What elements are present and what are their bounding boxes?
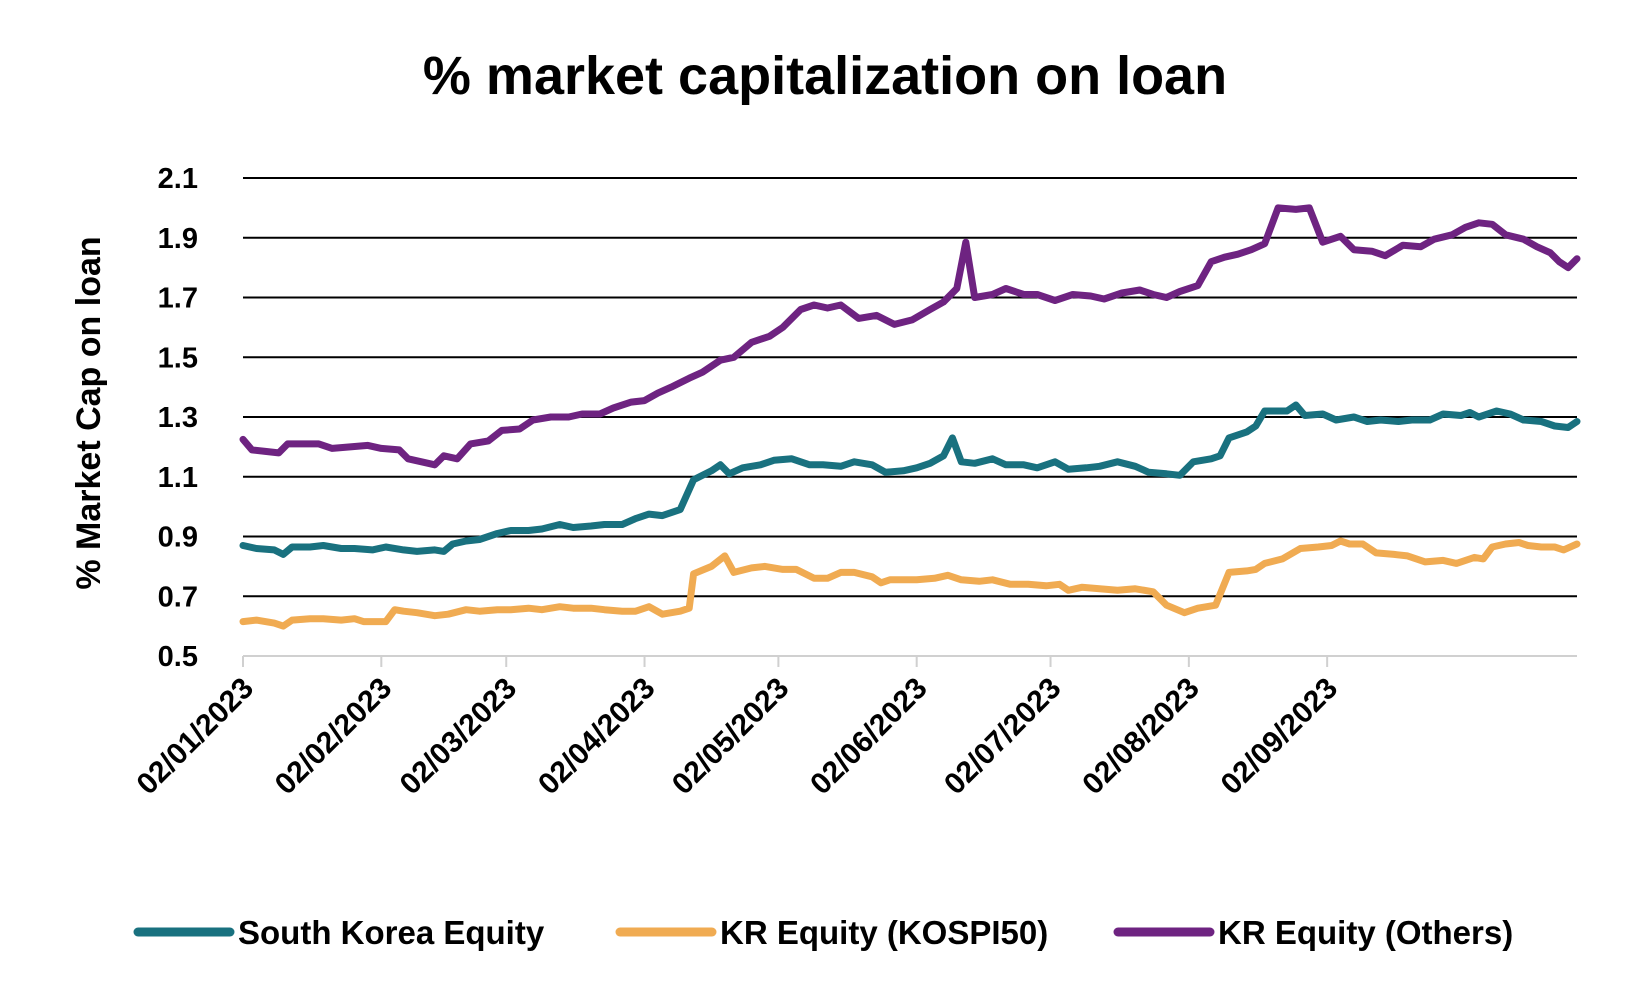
legend-item: KR Equity (KOSPI50) — [615, 914, 1048, 951]
gridlines: 0.5 0.7 0.9 1.1 1.3 1.5 1.7 1.9 2.1 — [158, 163, 1577, 673]
x-tick-label: 02/09/2023 — [1215, 672, 1345, 802]
series-line-kr-equity-kospi50 — [239, 537, 1581, 630]
y-tick-label: 1.7 — [158, 283, 198, 315]
series-line-kr-equity-others — [239, 204, 1581, 469]
legend-item: South Korea Equity — [133, 914, 545, 951]
x-tick-label: 02/01/2023 — [130, 672, 260, 802]
y-tick-label: 2.1 — [158, 163, 198, 195]
legend-label: KR Equity (Others) — [1218, 914, 1513, 951]
y-tick-label: 1.9 — [158, 223, 198, 255]
legend-label: KR Equity (KOSPI50) — [720, 914, 1048, 951]
chart-title: % market capitalization on loan — [423, 46, 1227, 106]
y-axis-label: % Market Cap on loan — [70, 236, 108, 589]
series-lines — [239, 204, 1581, 630]
x-tick-label: 02/05/2023 — [666, 672, 796, 802]
legend-item: KR Equity (Others) — [1113, 914, 1513, 951]
y-tick-label: 1.3 — [158, 402, 198, 434]
x-tick-label: 02/07/2023 — [938, 672, 1068, 802]
y-tick-label: 1.1 — [158, 462, 198, 494]
x-tick-label: 02/06/2023 — [804, 672, 934, 802]
x-tick-label: 02/04/2023 — [532, 672, 662, 802]
x-tick-label: 02/02/2023 — [269, 672, 399, 802]
y-tick-label: 0.9 — [158, 522, 198, 554]
legend-label: South Korea Equity — [238, 914, 545, 951]
series-line-south-korea-equity — [239, 401, 1581, 558]
legend: South Korea Equity KR Equity (KOSPI50) KR … — [133, 914, 1513, 951]
y-tick-label: 0.5 — [158, 641, 198, 673]
x-tick-label: 02/03/2023 — [394, 672, 524, 802]
x-tick-label: 02/08/2023 — [1076, 672, 1206, 802]
y-tick-label: 0.7 — [158, 581, 198, 613]
y-tick-label: 1.5 — [158, 342, 198, 374]
